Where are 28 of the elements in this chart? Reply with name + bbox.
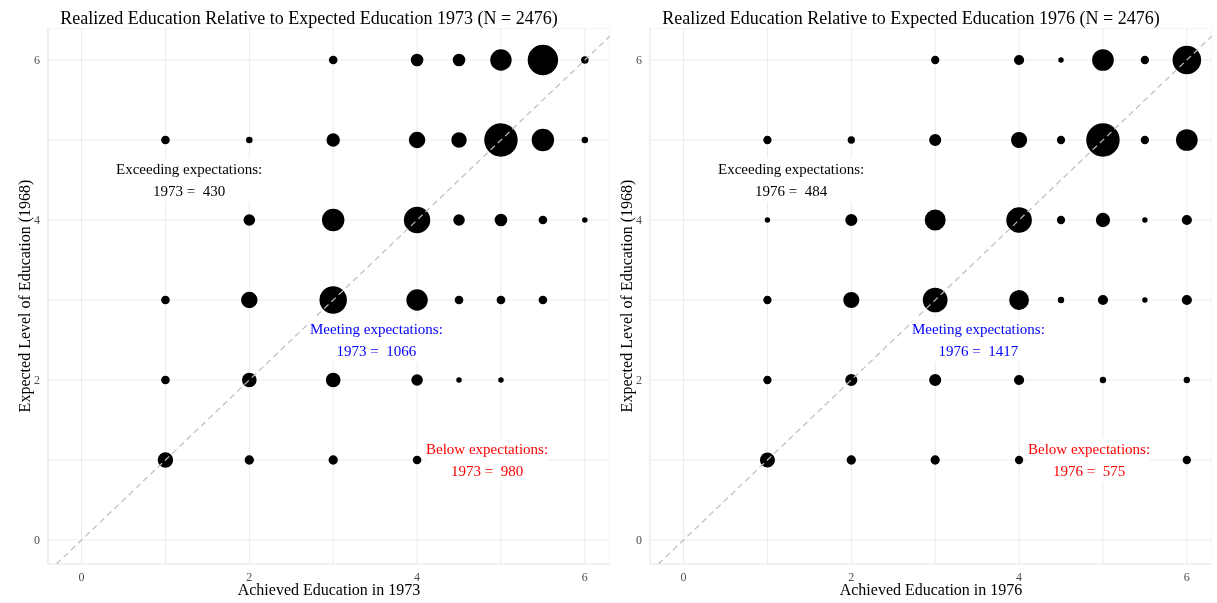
annotation: Exceeding expectations: 1973 = 430 [116, 158, 263, 202]
y-tick-label: 2 [34, 373, 40, 388]
x-tick-label: 2 [848, 569, 855, 584]
y-tick-label: 0 [636, 533, 642, 548]
annotation: Meeting expectations: 1973 = 1066 [310, 318, 443, 362]
chart-title: Realized Education Relative to Expected Education 1976 (N = 2476) [661, 8, 1161, 28]
x-tick-label: 2 [246, 569, 253, 584]
x-tick-label: 0 [680, 569, 687, 584]
y-tick-label: 2 [636, 373, 642, 388]
annotation: Below expectations: 1973 = 980 [426, 438, 549, 482]
x-tick-label: 6 [1183, 569, 1190, 584]
x-tick-label: 6 [581, 569, 588, 584]
x-axis-title: Achieved Education in 1976 [839, 581, 1023, 599]
x-tick-label: 0 [78, 569, 85, 584]
x-tick-label: 4 [414, 569, 421, 584]
x-tick-label: 4 [1016, 569, 1023, 584]
x-axis-title: Achieved Education in 1973 [237, 581, 421, 599]
y-tick-label: 6 [636, 53, 642, 68]
y-axis-title: Expected Level of Education (1968) [15, 179, 34, 413]
y-tick-label: 4 [34, 213, 40, 228]
annotation: Below expectations: 1976 = 575 [1028, 438, 1151, 482]
annotation: Meeting expectations: 1976 = 1417 [912, 318, 1045, 362]
y-tick-label: 0 [34, 533, 40, 548]
chart-title: Realized Education Relative to Expected Education 1973 (N = 2476) [59, 8, 559, 28]
y-axis-title: Expected Level of Education (1968) [617, 179, 636, 413]
y-tick-label: 6 [34, 53, 40, 68]
y-tick-label: 4 [636, 213, 642, 228]
annotation: Exceeding expectations: 1976 = 484 [718, 158, 865, 202]
